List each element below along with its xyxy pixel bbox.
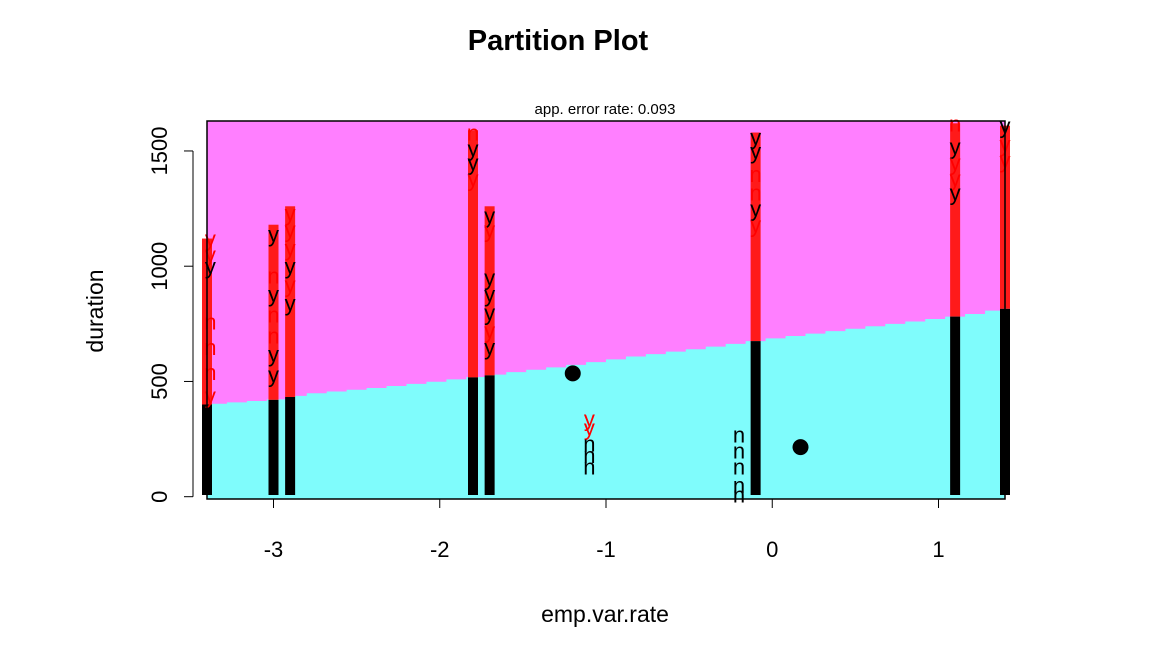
- y-axis-label: duration: [82, 269, 108, 352]
- class-label: y: [285, 217, 296, 242]
- class-label: y: [750, 139, 761, 164]
- x-tick-label: 0: [766, 537, 778, 562]
- point-column-lower: [950, 316, 961, 495]
- class-label: n: [733, 455, 745, 480]
- point-column-upper: [468, 130, 478, 378]
- class-label: n: [267, 397, 279, 422]
- point-column-lower: [268, 399, 279, 495]
- class-label: y: [750, 197, 761, 222]
- class-label: y: [268, 342, 279, 367]
- point-column-upper: [285, 206, 296, 398]
- class-label: n: [204, 310, 216, 335]
- class-label: y: [484, 282, 495, 307]
- class-label: y: [205, 254, 216, 279]
- plot-area: yyynnnyynynnyynnnnyyyyyynyyyyyyyyyyyynnn…: [202, 111, 1011, 507]
- class-label: n: [949, 111, 961, 136]
- y-axis: 0 500 1000 1500: [147, 126, 194, 503]
- class-label: n: [267, 263, 279, 288]
- class-label: n: [733, 422, 745, 447]
- chart-title: Partition Plot: [468, 25, 649, 57]
- point-column-upper: [484, 206, 495, 376]
- class-label: n: [267, 427, 279, 452]
- class-label: n: [204, 360, 216, 385]
- class-label: y: [268, 363, 279, 388]
- class-label: y: [285, 273, 296, 298]
- class-label: y: [468, 167, 479, 192]
- x-axis-label: emp.var.rate: [541, 601, 669, 627]
- class-label: y: [468, 137, 479, 162]
- point-column-upper: [268, 224, 279, 400]
- class-label: n: [583, 443, 595, 468]
- class-label: n: [733, 482, 745, 507]
- class-label: y: [268, 282, 279, 307]
- class-label: y: [950, 134, 961, 159]
- class-label: y: [285, 254, 296, 279]
- class-label: n: [467, 121, 479, 146]
- class-label: y: [468, 150, 479, 175]
- class-label: y: [584, 406, 595, 431]
- y-tick-label: 0: [147, 491, 172, 503]
- class-label: y: [950, 150, 961, 175]
- class-label: n: [733, 473, 745, 498]
- class-label: y: [950, 180, 961, 205]
- class-label: y: [484, 335, 495, 360]
- point-column-upper: [950, 123, 961, 317]
- class-label: y: [285, 201, 296, 226]
- x-axis: -3 -2 -1 0 1: [264, 498, 945, 562]
- class-label: n: [750, 162, 762, 187]
- point-column-lower: [285, 397, 296, 495]
- class-label: n: [583, 432, 595, 457]
- class-label: y: [285, 236, 296, 261]
- x-tick-label: -1: [596, 537, 616, 562]
- class-label: y: [584, 416, 595, 441]
- point-column-lower: [750, 341, 761, 495]
- class-label: y: [205, 243, 216, 268]
- class-center-point: [564, 365, 581, 382]
- class-center-point: [792, 439, 809, 456]
- point-column-lower: [468, 377, 478, 495]
- chart-subtitle: app. error rate: 0.093: [535, 101, 676, 118]
- class-label: y: [750, 125, 761, 150]
- class-label: y: [205, 383, 216, 408]
- class-label: n: [267, 469, 279, 494]
- class-label: y: [484, 319, 495, 344]
- x-tick-label: 1: [932, 537, 944, 562]
- point-column-upper: [750, 132, 761, 342]
- class-label: n: [204, 335, 216, 360]
- class-label: y: [484, 204, 495, 229]
- class-label: y: [205, 227, 216, 252]
- y-tick-label: 1500: [147, 126, 172, 175]
- class-label: y: [950, 167, 961, 192]
- class-label: y: [268, 222, 279, 247]
- class-label: y: [484, 266, 495, 291]
- y-tick-label: 1000: [147, 242, 172, 291]
- class-label: y: [750, 213, 761, 238]
- class-label: n: [750, 180, 762, 205]
- point-column-lower: [484, 375, 495, 495]
- class-label: n: [583, 455, 595, 480]
- class-label: n: [267, 448, 279, 473]
- class-label: n: [267, 303, 279, 328]
- class-label: y: [484, 217, 495, 242]
- class-label: n: [733, 439, 745, 464]
- x-tick-label: -2: [430, 537, 450, 562]
- class-label: y: [484, 300, 495, 325]
- x-tick-label: -3: [264, 537, 284, 562]
- class-label: y: [285, 291, 296, 316]
- y-tick-label: 500: [147, 363, 172, 400]
- class-label: n: [267, 323, 279, 348]
